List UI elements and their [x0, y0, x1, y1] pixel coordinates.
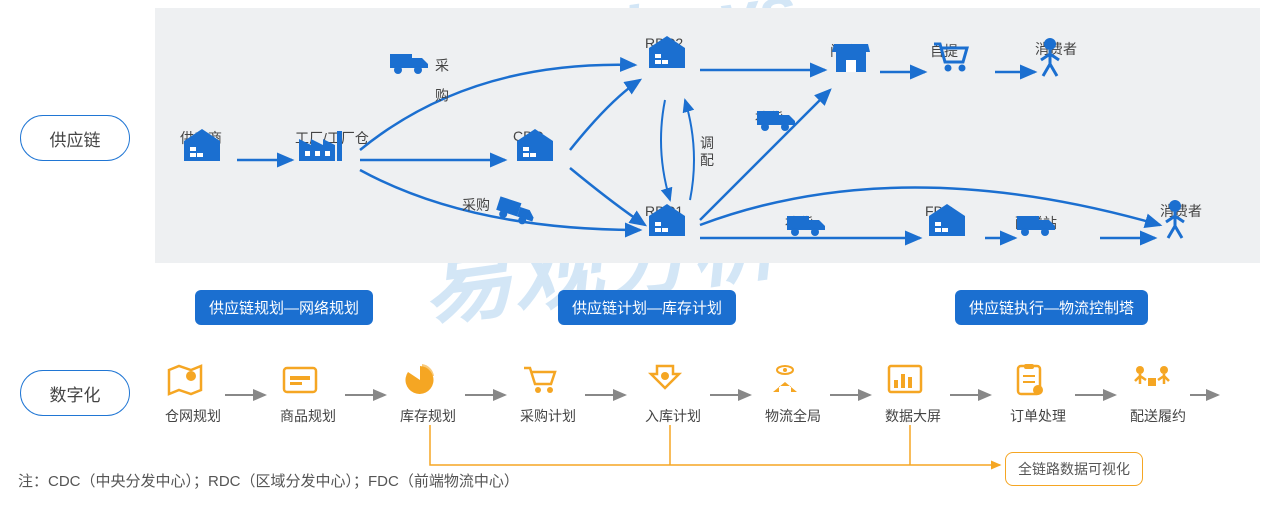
label: 物流全局	[765, 406, 821, 426]
digi-1: 商品规划	[280, 362, 336, 426]
truck-procure-bottom	[500, 190, 501, 193]
digi-3: 采购计划	[520, 362, 576, 426]
node-delivery: 配送站	[1015, 210, 1057, 233]
node-consumer2: 消费者	[1160, 198, 1202, 221]
label-procure-bottom: 采购	[462, 197, 490, 214]
node-fdc: FDC	[925, 200, 954, 219]
pill-plan: 供应链规划—网络规划	[195, 290, 373, 325]
node-store: 门店	[830, 38, 858, 61]
label: 入库计划	[645, 406, 701, 426]
label: 库存规划	[400, 406, 456, 426]
footnote: 注：CDC（中央分发中心）；RDC（区域分发中心）；FDC（前端物流中心）	[18, 470, 519, 491]
truck-buhuo-bottom: 补货	[785, 210, 813, 233]
digi-8: 配送履约	[1130, 362, 1186, 426]
pill-stock: 供应链计划—库存计划	[558, 290, 736, 325]
label: 采购计划	[520, 406, 576, 426]
node-factory: 工厂/工厂仓	[295, 125, 369, 148]
outline-pill: 全链路数据可视化	[1005, 452, 1143, 486]
node-rdc2: RDC2	[645, 32, 683, 51]
node-consumer1: 消费者	[1035, 36, 1077, 59]
digi-0: 仓网规划	[165, 362, 221, 426]
node-pickup: 自提	[930, 38, 958, 61]
label: 商品规划	[280, 406, 336, 426]
node-cdc: CDC	[513, 125, 543, 144]
node-supplier: 供应商	[180, 125, 222, 148]
digi-7: 订单处理	[1010, 362, 1066, 426]
node-rdc1: RDC1	[645, 200, 683, 219]
truck-buhuo-top: 补货	[755, 105, 783, 128]
label-tiaopei: 调 配	[700, 135, 714, 169]
digi-2: 库存规划	[400, 362, 456, 426]
label: 数据大屏	[885, 406, 941, 426]
digi-6: 数据大屏	[885, 362, 941, 426]
label: 订单处理	[1010, 406, 1066, 426]
label-procure-top: 采 购	[432, 58, 452, 102]
pill-exec: 供应链执行—物流控制塔	[955, 290, 1148, 325]
label: 配送履约	[1130, 406, 1186, 426]
digi-5: 物流全局	[765, 362, 821, 426]
digi-4: 入库计划	[645, 362, 701, 426]
digital-row: 仓网规划 商品规划 库存规划 采购计划 入库计划 物流全局 数据大屏 订单处理 …	[155, 362, 1260, 452]
label: 仓网规划	[165, 406, 221, 426]
